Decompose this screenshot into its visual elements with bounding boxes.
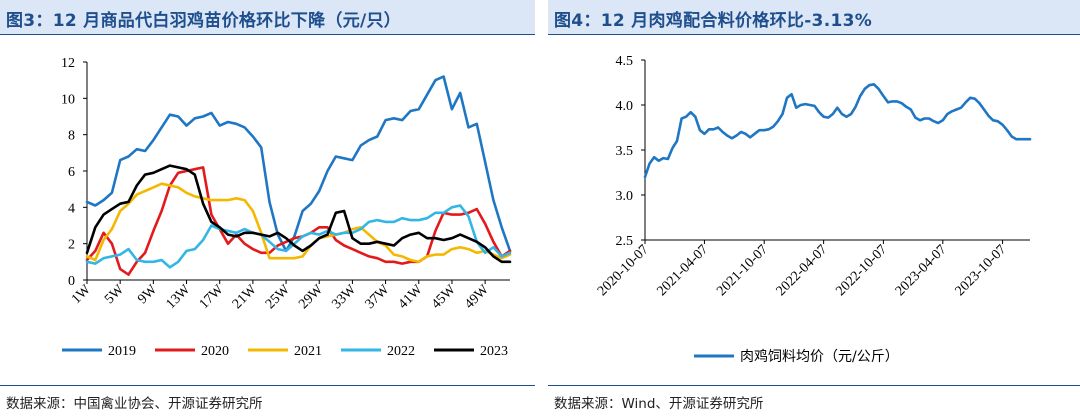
x-tick-label: 33W: [329, 282, 359, 312]
legend-label-2021: 2021: [294, 344, 322, 359]
y-tick-label: 3.0: [616, 189, 634, 204]
series-line-2021: [85, 182, 512, 264]
x-tick-label: 13W: [164, 282, 194, 312]
legend-label-2020: 2020: [201, 344, 229, 359]
y-tick-label: 8: [68, 129, 75, 144]
figure-4-title-bar: 图4：12 月肉鸡配合料价格环比-3.13%: [548, 0, 1080, 34]
x-tick-label: 17W: [197, 282, 227, 312]
x-tick-label: 2022-10-07: [833, 242, 890, 299]
figure-4-top-rule: [548, 34, 1080, 35]
series-line-feed-price: [643, 83, 1032, 179]
series-line-2019: [85, 75, 512, 253]
figure-4-source: 数据来源：Wind、开源证券研究所: [554, 396, 764, 412]
y-tick-label: 3.5: [616, 144, 634, 159]
y-tick-label: 0: [68, 274, 75, 289]
x-tick-label: 2023-04-07: [893, 242, 950, 299]
legend-label-2023: 2023: [480, 344, 508, 359]
y-tick-label: 2.5: [616, 234, 634, 249]
figure-3-bottom-rule: [0, 385, 535, 386]
feed-price-chart: 2.5 3.0 3.5 4.0 4.5 2020-10-07 2021-04-07 2021-…: [595, 54, 1032, 365]
x-tick-label: 45W: [429, 282, 459, 312]
x-tick-label: 5W: [102, 282, 127, 307]
figure-3-top-rule: [0, 34, 535, 35]
figure-3-title-bar: 图3：12 月商品代白羽鸡苗价格环比下降（元/只）: [0, 0, 535, 34]
x-tick-label: 2020-10-07: [595, 242, 652, 299]
x-tick-label: 2023-10-07: [953, 242, 1010, 299]
x-tick-label: 29W: [296, 282, 326, 312]
y-tick-label: 4.5: [616, 54, 634, 69]
figure-3-source: 数据来源：中国禽业协会、开源证券研究所: [6, 396, 263, 412]
x-tick-label: 41W: [396, 282, 426, 312]
series-line-2022: [85, 204, 512, 269]
legend-label-2022: 2022: [387, 344, 415, 359]
x-tick-label: 2022-04-07: [774, 242, 831, 299]
y-tick-label: 2: [68, 238, 75, 253]
series-line-2020: [85, 166, 512, 276]
x-tick-label: 2021-10-07: [714, 242, 771, 299]
x-tick-label: 9W: [135, 282, 160, 307]
x-tick-label: 49W: [462, 282, 492, 312]
figure-4-title: 图4：12 月肉鸡配合料价格环比-3.13%: [554, 11, 873, 31]
y-tick-label: 12: [61, 56, 75, 71]
y-tick-label: 4: [68, 201, 75, 216]
x-tick-label: 25W: [263, 282, 293, 312]
x-tick-label: 37W: [363, 282, 393, 312]
figure-3-panel: 图3：12 月商品代白羽鸡苗价格环比下降（元/只） 0 2 4 6 8 10 12 1W 5W 9…: [0, 0, 535, 417]
y-tick-label: 4.0: [616, 99, 634, 114]
legend-label-2019: 2019: [108, 344, 136, 359]
x-tick-label: 21W: [230, 282, 260, 312]
legend-label-feed-price: 肉鸡饲料均价（元/公斤）: [740, 348, 899, 365]
y-tick-label: 10: [61, 92, 75, 107]
figure-4-bottom-rule: [548, 385, 1080, 386]
x-tick-label: 2021-04-07: [654, 242, 711, 299]
figure-3-title: 图3：12 月商品代白羽鸡苗价格环比下降（元/只）: [6, 11, 402, 31]
series-line-2023: [85, 164, 512, 264]
figure-4-panel: 图4：12 月肉鸡配合料价格环比-3.13% 2.5 3.0 3.5 4.0 4.5 20…: [548, 0, 1080, 417]
y-tick-label: 6: [68, 165, 75, 180]
